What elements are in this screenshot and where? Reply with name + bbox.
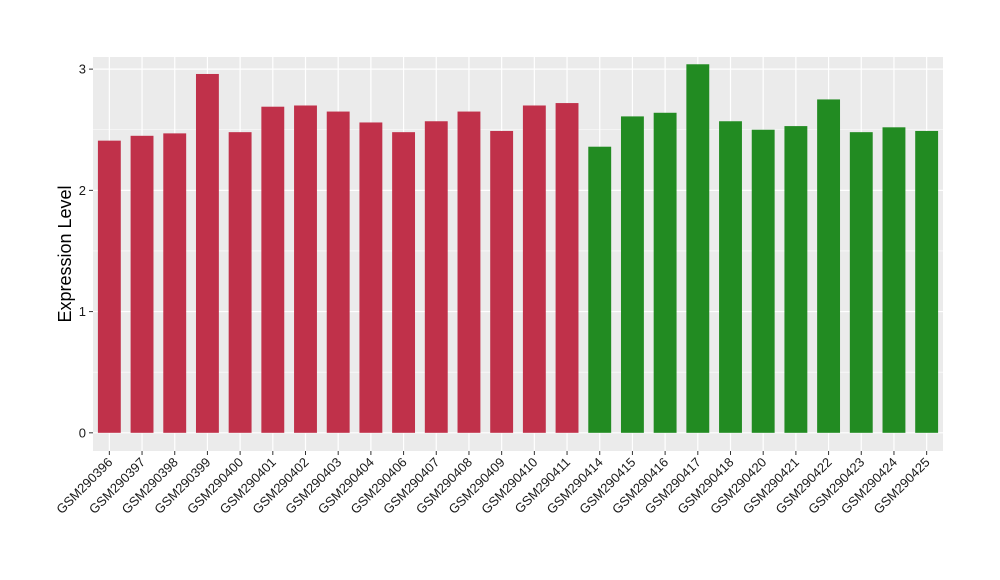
- bar: [522, 105, 546, 433]
- y-axis-title: Expression Level: [55, 185, 75, 322]
- x-axis: GSM290396GSM290397GSM290398GSM290399GSM2…: [53, 451, 933, 517]
- bar: [784, 126, 808, 433]
- bar: [326, 111, 350, 433]
- y-tick-label: 1: [79, 304, 86, 319]
- y-tick-label: 3: [79, 62, 86, 77]
- y-tick-label: 0: [79, 425, 86, 440]
- bar: [228, 132, 252, 433]
- bar: [653, 112, 677, 433]
- bars: [97, 64, 939, 433]
- plot-panel: [93, 57, 943, 451]
- bar: [457, 111, 481, 433]
- bar: [490, 130, 514, 433]
- bar: [620, 116, 644, 433]
- bar: [686, 64, 710, 433]
- bar: [555, 103, 579, 433]
- bar: [195, 73, 219, 433]
- bar: [915, 130, 939, 433]
- bar: [294, 105, 317, 433]
- bar: [849, 132, 873, 433]
- bar: [719, 121, 742, 433]
- bar: [97, 140, 121, 433]
- bar: [817, 99, 841, 433]
- bar: [359, 122, 383, 433]
- y-tick-label: 2: [79, 183, 86, 198]
- bar: [588, 146, 612, 433]
- bar: [882, 127, 906, 433]
- bar: [392, 132, 416, 433]
- bar: [424, 121, 448, 433]
- bar: [163, 133, 187, 433]
- bar: [261, 106, 285, 433]
- bar: [751, 129, 775, 433]
- y-axis: 0 1 2 3: [79, 62, 93, 440]
- bar: [130, 135, 154, 433]
